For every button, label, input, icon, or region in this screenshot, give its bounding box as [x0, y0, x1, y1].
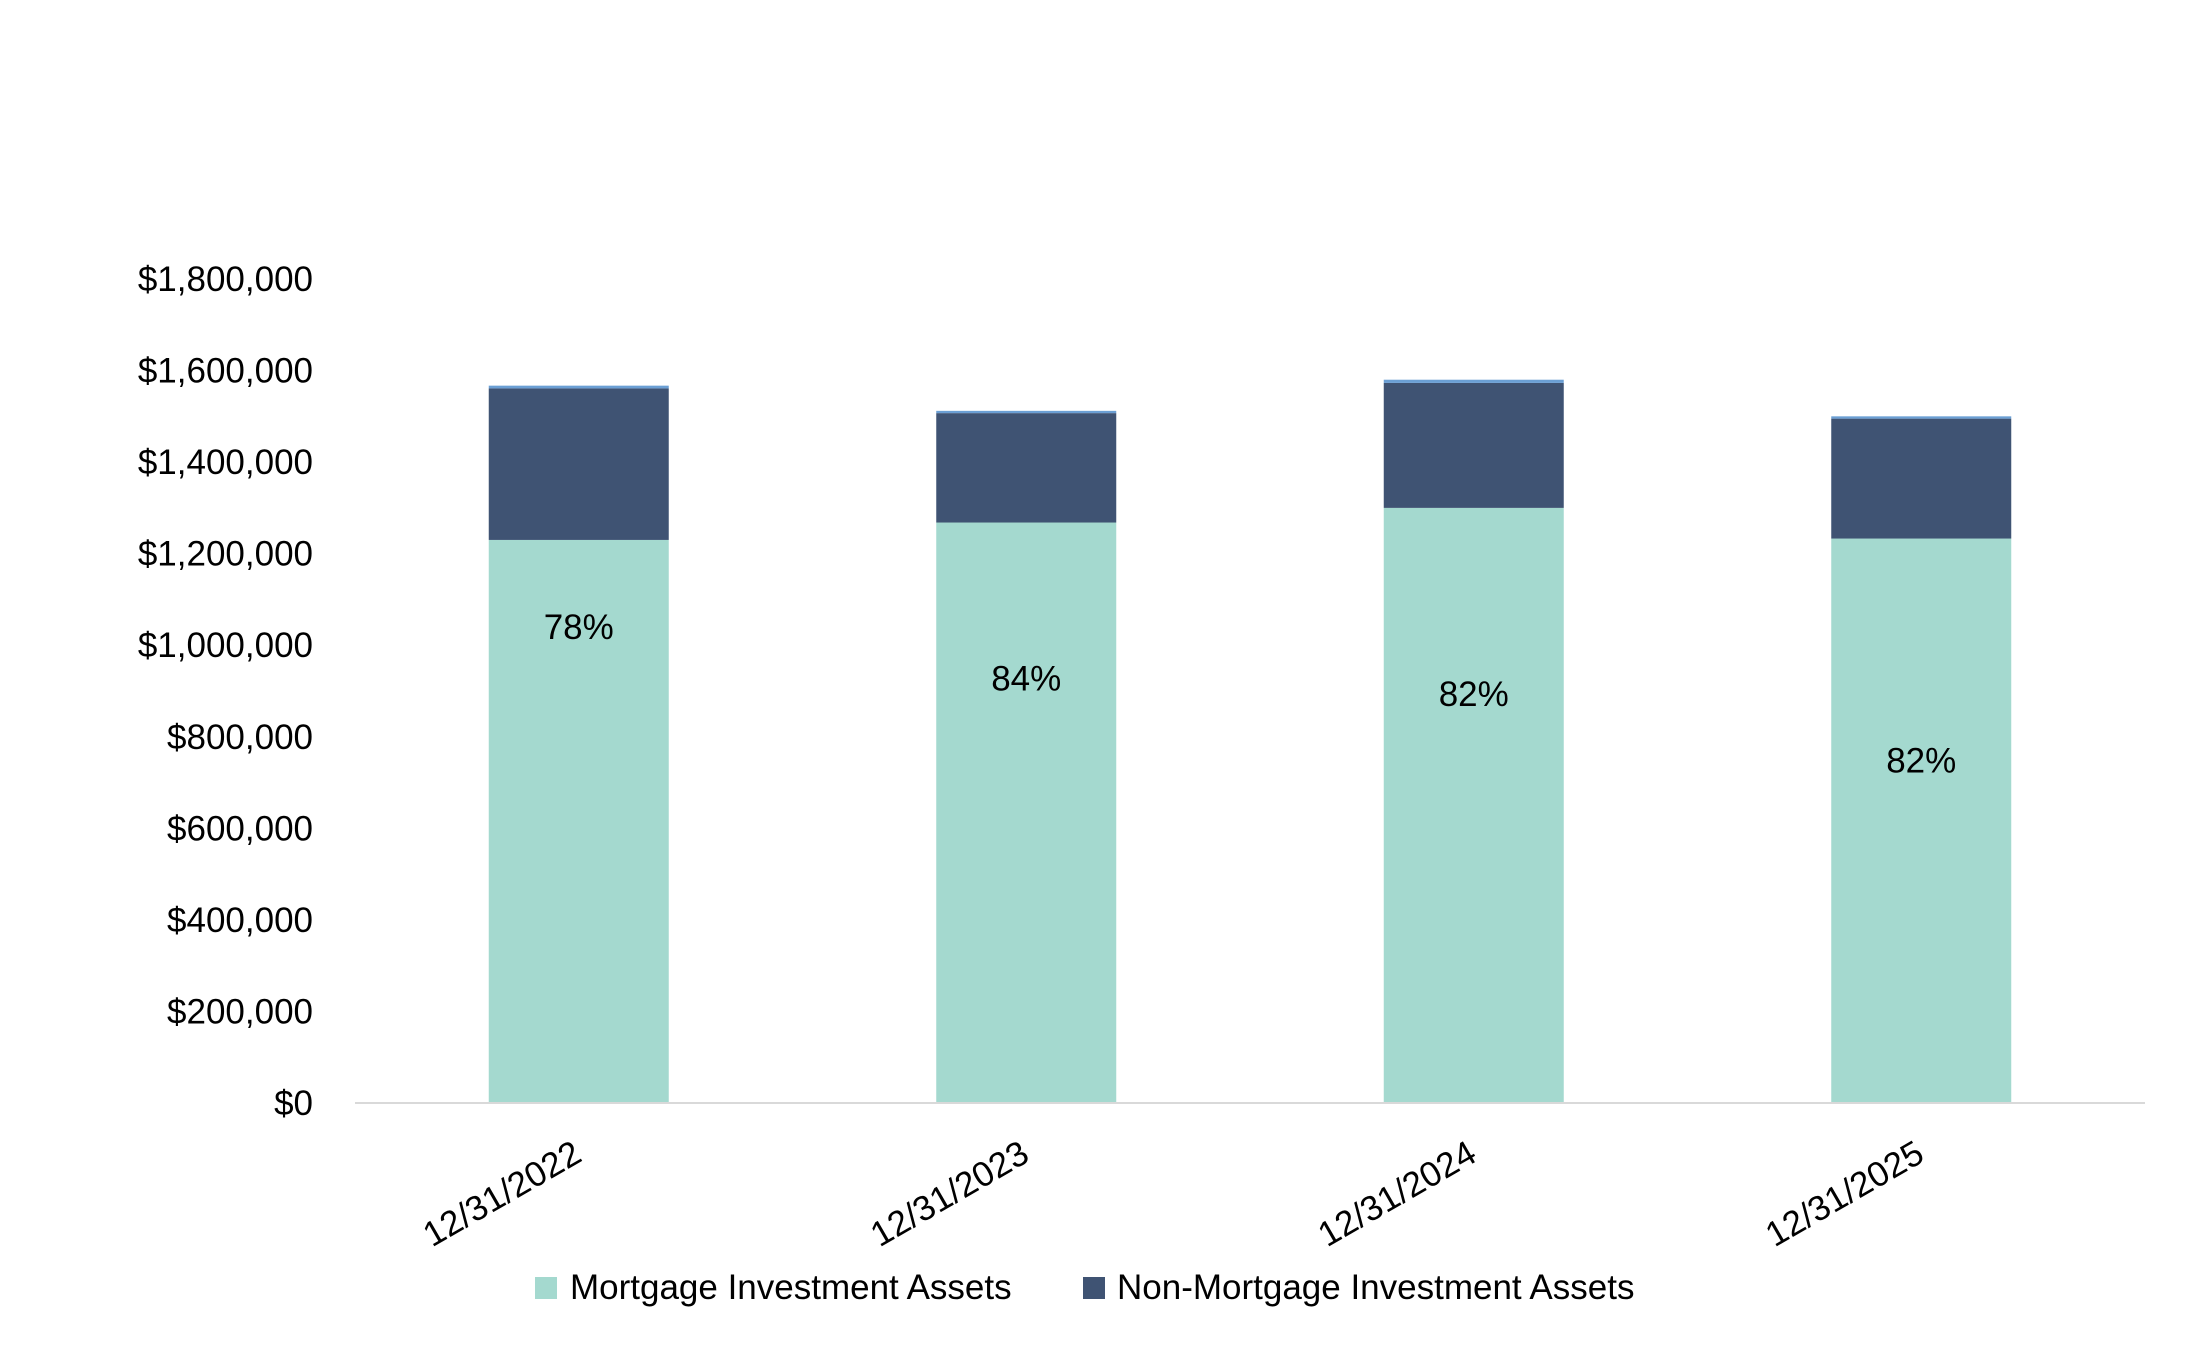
bar-stack	[488, 385, 669, 1103]
bar-mortgage	[936, 522, 1117, 1103]
bar-non-mortgage	[488, 388, 669, 540]
y-tick-label: $200,000	[167, 992, 313, 1031]
x-tick-label: 12/31/2023	[864, 1133, 1035, 1254]
bar-stack	[1831, 416, 2012, 1103]
bar-non-mortgage	[1831, 418, 2012, 539]
bar-mortgage	[1831, 538, 2012, 1103]
bar-stack	[1383, 379, 1564, 1103]
x-tick-label: 12/31/2024	[1312, 1133, 1483, 1254]
x-axis-tick-labels: 12/31/2022 12/31/2023 12/31/2024 12/31/2025	[417, 1133, 1931, 1254]
legend: Mortgage Investment Assets Non-Mortgage I…	[535, 1268, 1634, 1307]
bar-other	[1383, 379, 1564, 383]
bar-mortgage	[488, 539, 669, 1103]
y-tick-label: $0	[274, 1084, 313, 1123]
bar-data-label: 82%	[1439, 675, 1509, 714]
y-tick-label: $1,000,000	[138, 626, 313, 665]
x-tick-label: 12/31/2025	[1759, 1133, 1930, 1254]
x-tick-label: 12/31/2022	[417, 1133, 588, 1254]
legend-label: Non-Mortgage Investment Assets	[1117, 1268, 1634, 1307]
legend-swatch	[1083, 1277, 1105, 1299]
bar-non-mortgage	[1383, 382, 1564, 508]
bar-other	[936, 410, 1117, 414]
bar-data-label: 82%	[1886, 742, 1956, 781]
y-tick-label: $1,800,000	[138, 260, 313, 299]
bar-other	[1831, 416, 2012, 419]
bar-data-label: 84%	[991, 660, 1061, 699]
bar-data-label: 78%	[544, 608, 614, 647]
bar-stacks	[488, 379, 2012, 1103]
data-labels: 78% 84% 82% 82%	[544, 608, 1957, 781]
bar-mortgage	[1383, 507, 1564, 1103]
bar-non-mortgage	[936, 413, 1117, 523]
y-tick-label: $1,600,000	[138, 352, 313, 391]
y-axis-tick-labels: $0 $200,000 $400,000 $600,000 $800,000 $1,000…	[138, 260, 313, 1123]
y-tick-label: $400,000	[167, 901, 313, 940]
legend-swatch	[535, 1277, 557, 1299]
y-tick-label: $1,400,000	[138, 443, 313, 482]
y-tick-label: $1,200,000	[138, 535, 313, 574]
y-tick-label: $800,000	[167, 718, 313, 757]
bar-other	[488, 385, 669, 389]
legend-label: Mortgage Investment Assets	[570, 1268, 1012, 1307]
y-tick-label: $600,000	[167, 809, 313, 848]
bar-stack	[936, 410, 1117, 1103]
